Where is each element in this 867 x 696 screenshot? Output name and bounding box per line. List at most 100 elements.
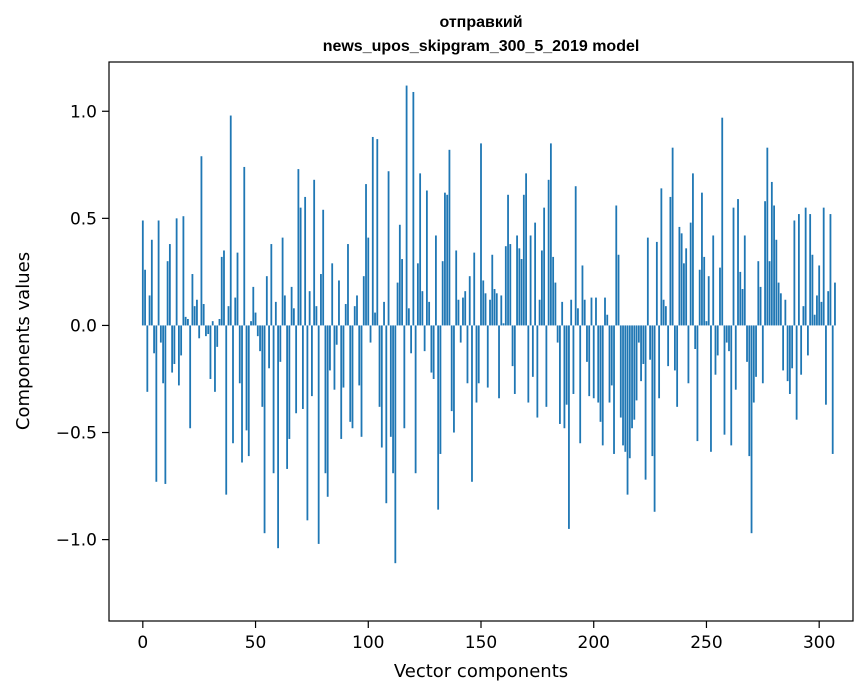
bar-63 <box>283 295 286 326</box>
bar-177 <box>540 250 543 326</box>
bar-166 <box>516 235 518 326</box>
bar-196 <box>583 299 586 326</box>
bar-6 <box>155 325 158 482</box>
x-axis-label: Vector components <box>394 661 568 682</box>
bar-73 <box>306 325 309 521</box>
bar-17 <box>180 325 183 356</box>
bar-50 <box>254 312 257 326</box>
bar-53 <box>261 325 264 407</box>
x-tick-label-1: 50 <box>245 633 267 653</box>
bar-70 <box>299 207 302 326</box>
bar-55 <box>265 276 268 326</box>
bar-216 <box>628 325 631 459</box>
bar-20 <box>187 319 189 326</box>
bar-114 <box>398 224 401 326</box>
bar-152 <box>484 293 487 326</box>
bar-116 <box>403 325 406 429</box>
bar-300 <box>818 265 821 326</box>
bar-77 <box>315 306 318 326</box>
bar-42 <box>236 252 239 326</box>
bar-208 <box>610 325 613 386</box>
bar-151 <box>482 280 485 326</box>
bar-297 <box>811 254 814 326</box>
bar-155 <box>491 254 494 326</box>
bar-205 <box>604 297 606 326</box>
bar-137 <box>450 325 453 412</box>
bar-230 <box>660 188 663 326</box>
bar-115 <box>401 259 403 326</box>
bar-220 <box>637 325 640 343</box>
bar-88 <box>340 325 343 439</box>
bar-165 <box>513 325 516 394</box>
bar-145 <box>468 276 471 326</box>
bar-91 <box>347 244 349 326</box>
bar-234 <box>669 196 672 326</box>
bar-197 <box>586 325 588 362</box>
bar-168 <box>520 259 523 326</box>
bar-181 <box>549 143 552 326</box>
bar-154 <box>489 299 491 326</box>
bar-125 <box>423 325 426 352</box>
bar-4 <box>150 239 153 326</box>
bar-16 <box>177 325 180 386</box>
bar-132 <box>439 325 442 454</box>
bar-289 <box>793 220 796 326</box>
bar-299 <box>816 295 818 326</box>
bar-79 <box>320 274 322 326</box>
bar-139 <box>455 250 458 326</box>
bar-66 <box>290 286 293 326</box>
bar-283 <box>779 293 782 326</box>
bar-62 <box>281 237 284 326</box>
bar-236 <box>673 325 676 371</box>
bar-228 <box>655 241 658 326</box>
bar-240 <box>683 263 685 326</box>
bar-255 <box>716 325 719 356</box>
bar-173 <box>531 325 534 377</box>
bar-294 <box>804 207 807 326</box>
bar-307 <box>834 282 836 326</box>
bar-43 <box>238 325 241 384</box>
bar-223 <box>644 325 647 480</box>
bar-272 <box>755 325 757 377</box>
bar-109 <box>387 171 390 326</box>
plot-frame <box>108 61 854 622</box>
bar-3 <box>148 295 151 326</box>
bar-279 <box>770 181 773 326</box>
bar-35 <box>220 256 223 326</box>
bar-172 <box>529 235 532 326</box>
bar-302 <box>822 207 825 326</box>
bar-160 <box>502 323 505 326</box>
bar-175 <box>536 325 539 418</box>
bar-280 <box>773 205 775 326</box>
bar-258 <box>723 325 726 435</box>
bar-111 <box>392 325 394 474</box>
bar-131 <box>437 325 440 510</box>
bar-288 <box>791 325 794 369</box>
bar-264 <box>737 199 739 326</box>
bar-179 <box>545 325 548 407</box>
bar-99 <box>365 184 367 326</box>
bar-249 <box>703 256 706 326</box>
bar-28 <box>205 325 207 337</box>
bar-213 <box>622 325 624 446</box>
x-tick-label-0: 0 <box>137 633 148 653</box>
chart-subtitle: news_upos_skipgram_300_5_2019 model <box>323 38 640 55</box>
bar-269 <box>748 325 751 457</box>
bar-30 <box>209 325 212 379</box>
bar-119 <box>410 325 413 354</box>
bars-group <box>141 85 836 564</box>
bar-292 <box>800 325 803 375</box>
bar-76 <box>313 179 316 326</box>
bar-286 <box>786 325 789 382</box>
bar-203 <box>599 325 602 422</box>
bar-301 <box>820 301 823 326</box>
bar-38 <box>227 306 230 326</box>
bar-64 <box>286 325 289 469</box>
bar-104 <box>376 139 379 326</box>
bar-285 <box>784 299 787 326</box>
bar-226 <box>651 325 654 457</box>
bar-29 <box>207 325 210 335</box>
bar-78 <box>317 325 320 544</box>
bar-60 <box>277 325 279 549</box>
bar-112 <box>394 325 397 564</box>
